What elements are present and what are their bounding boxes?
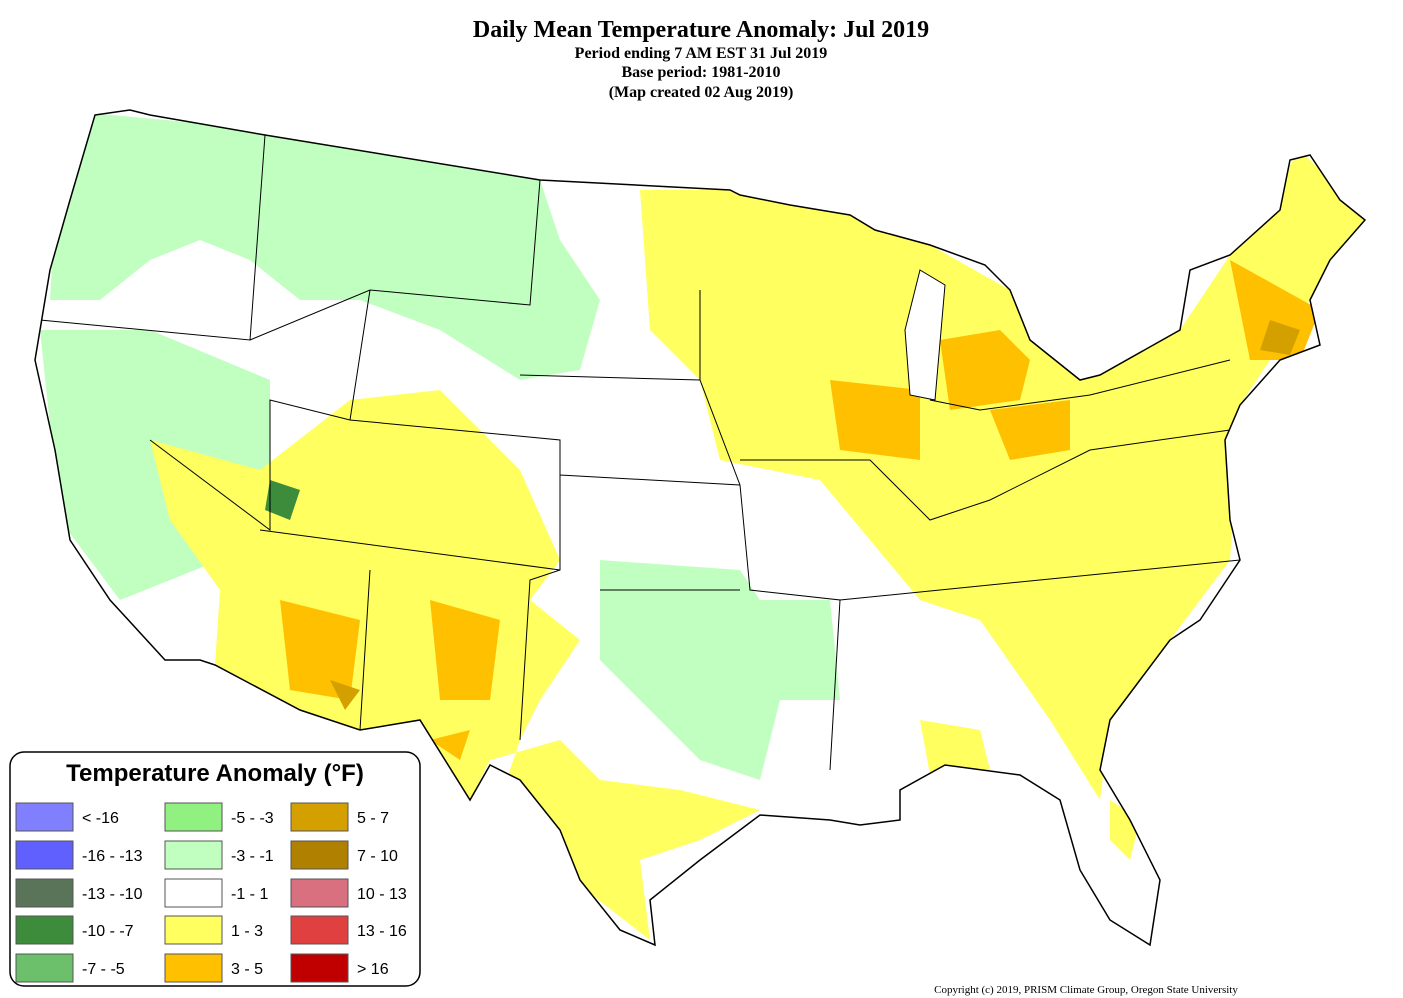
- legend-label: -7 - -5: [82, 961, 125, 978]
- legend-title: Temperature Anomaly (°F): [66, 760, 364, 787]
- copyright: Copyright (c) 2019, PRISM Climate Group,…: [934, 984, 1238, 996]
- subtitle: (Map created 02 Aug 2019): [609, 84, 794, 101]
- subtitle: Period ending 7 AM EST 31 Jul 2019: [575, 45, 828, 62]
- region: [265, 480, 300, 520]
- legend-swatch: [290, 915, 349, 945]
- legend-label: 3 - 5: [231, 961, 263, 978]
- legend-label: -5 - -3: [231, 810, 274, 827]
- legend-swatch: [15, 915, 74, 945]
- legend-swatch: [164, 878, 223, 908]
- legend-label: -16 - -13: [82, 848, 143, 865]
- region: [600, 560, 840, 780]
- legend-swatch: [15, 840, 74, 870]
- legend-label: < -16: [82, 810, 119, 827]
- map-title: Daily Mean Temperature Anomaly: Jul 2019: [473, 17, 929, 43]
- region: [640, 150, 1365, 800]
- legend-swatch: [15, 878, 74, 908]
- legend-swatch: [290, 840, 349, 870]
- legend-swatch: [15, 953, 74, 983]
- legend-label: 13 - 16: [357, 923, 407, 940]
- legend-swatch: [290, 953, 349, 983]
- legend-swatch: [164, 915, 223, 945]
- legend-label: -3 - -1: [231, 848, 274, 865]
- legend-label: > 16: [357, 961, 389, 978]
- region: [920, 720, 1140, 860]
- legend-swatch: [15, 802, 74, 832]
- legend-label: 7 - 10: [357, 848, 398, 865]
- state-borders: [39, 134, 1241, 771]
- lake-michigan: [904, 269, 946, 401]
- legend-label: 1 - 3: [231, 923, 263, 940]
- legend-label: 10 - 13: [357, 886, 407, 903]
- subtitle: Base period: 1981-2010: [621, 64, 780, 81]
- legend-label: -10 - -7: [82, 923, 134, 940]
- legend-swatch: [290, 878, 349, 908]
- legend-swatch: [164, 802, 223, 832]
- legend-label: -1 - 1: [231, 886, 268, 903]
- legend: Temperature Anomaly (°F) < -16 -16 - -13 -…: [9, 751, 421, 987]
- region: [50, 110, 600, 380]
- legend-swatch: [164, 840, 223, 870]
- legend-label: -13 - -10: [82, 886, 143, 903]
- legend-swatch: [164, 953, 223, 983]
- legend-label: 5 - 7: [357, 810, 389, 827]
- legend-swatch: [290, 802, 349, 832]
